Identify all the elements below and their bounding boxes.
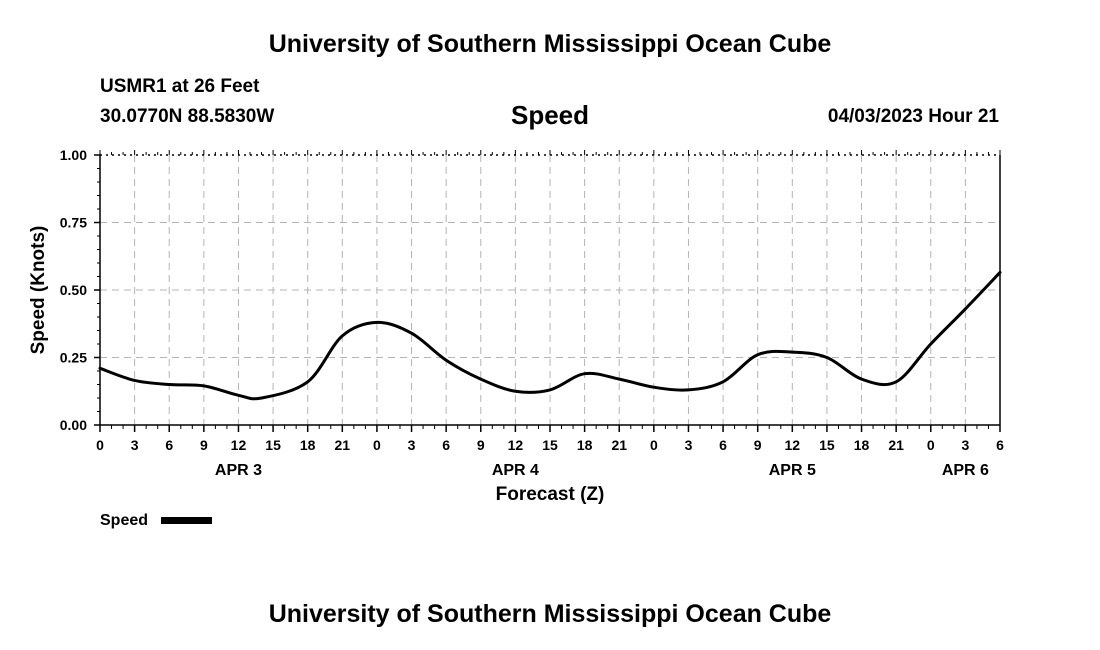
series-layer	[98, 270, 1002, 401]
axes: 0.00 0.25 0.50 0.75 1.00 0 3 6 9 12 15 18 21 0 3 6 9 12 15…	[60, 147, 1004, 479]
day-label: APR 3	[215, 462, 262, 479]
series-line-speed	[98, 270, 1002, 401]
x-tick-label: 0	[373, 437, 381, 453]
variable-label: Speed	[510, 100, 590, 130]
day-label: APR 5	[769, 462, 816, 479]
y-axis-label: Speed (Knots)	[28, 226, 49, 355]
x-tick-label: 6	[165, 437, 173, 453]
x-tick-label: 18	[577, 437, 593, 453]
axis-labels: Speed (Knots) Forecast (Z)	[28, 226, 604, 505]
footer-title: University of Southern Mississippi Ocean…	[268, 600, 832, 628]
y-tick-label: 0.25	[60, 350, 87, 366]
y-tick-label: 1.00	[60, 147, 87, 163]
y-tick-label: 0.00	[60, 417, 87, 433]
legend-swatch-speed	[161, 517, 212, 524]
x-tick-label: 21	[611, 437, 627, 453]
x-tick-label: 21	[888, 437, 904, 453]
x-tick-label: 12	[508, 437, 524, 453]
legend-label-speed: Speed	[100, 512, 148, 529]
x-axis-label: Forecast (Z)	[496, 484, 605, 505]
coordinates-label: 30.0770N 88.5830W	[100, 106, 275, 127]
x-tick-label: 0	[650, 437, 658, 453]
x-tick-label: 6	[442, 437, 450, 453]
x-tick-label: 18	[300, 437, 316, 453]
x-tick-label: 12	[785, 437, 801, 453]
x-tick-label: 18	[854, 437, 870, 453]
x-tick-label: 21	[335, 437, 351, 453]
x-tick-label: 6	[719, 437, 727, 453]
x-tick-label: 6	[996, 437, 1004, 453]
x-tick-label: 3	[408, 437, 416, 453]
day-label: APR 4	[492, 462, 539, 479]
datetime-label: 04/03/2023 Hour 21	[827, 106, 999, 127]
x-tick-label: 3	[131, 437, 139, 453]
x-tick-label: 15	[819, 437, 835, 453]
x-tick-label: 12	[231, 437, 247, 453]
x-tick-label: 9	[200, 437, 208, 453]
station-label: USMR1 at 26 Feet	[100, 76, 260, 97]
day-label: APR 6	[942, 462, 989, 479]
x-tick-label: 3	[685, 437, 693, 453]
y-tick-label: 0.75	[60, 215, 87, 231]
x-tick-label: 9	[754, 437, 762, 453]
x-tick-label: 3	[961, 437, 969, 453]
chart-title: University of Southern Mississippi Ocean…	[268, 30, 832, 58]
x-tick-label: 15	[265, 437, 281, 453]
grid-lines	[100, 155, 1000, 425]
y-tick-label: 0.50	[60, 282, 87, 298]
x-tick-label: 9	[477, 437, 485, 453]
x-tick-label: 0	[927, 437, 935, 453]
x-tick-label: 15	[542, 437, 558, 453]
x-tick-label: 0	[96, 437, 104, 453]
legend: Speed	[100, 512, 212, 529]
